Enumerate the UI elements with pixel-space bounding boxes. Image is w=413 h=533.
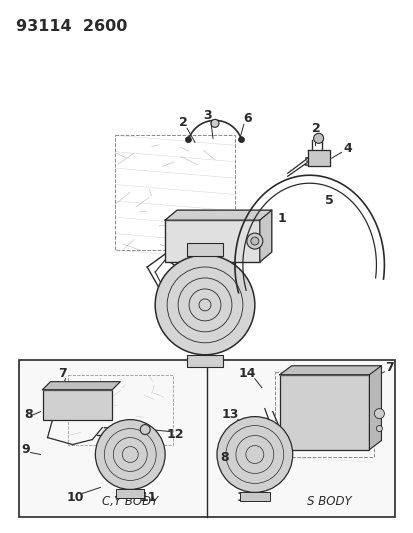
Text: 7: 7 <box>384 361 393 374</box>
Text: S BODY: S BODY <box>306 495 351 508</box>
Text: 8: 8 <box>24 408 33 421</box>
Text: 5: 5 <box>325 193 333 207</box>
Bar <box>43 390 112 419</box>
Circle shape <box>375 425 382 432</box>
Bar <box>116 489 144 498</box>
Bar <box>274 372 373 456</box>
Bar <box>68 375 173 445</box>
Circle shape <box>95 419 165 489</box>
Polygon shape <box>307 150 329 166</box>
Text: 10: 10 <box>66 491 84 504</box>
Text: C,Y BODY: C,Y BODY <box>102 495 158 508</box>
Circle shape <box>250 237 258 245</box>
Text: 12: 12 <box>166 428 183 441</box>
Circle shape <box>246 233 262 249</box>
Text: 2: 2 <box>311 122 320 135</box>
Circle shape <box>155 255 254 355</box>
Polygon shape <box>259 210 271 262</box>
Text: 6: 6 <box>243 112 252 125</box>
Polygon shape <box>368 366 380 449</box>
Text: 11: 11 <box>139 491 157 504</box>
Circle shape <box>238 136 244 143</box>
Text: 14: 14 <box>237 367 255 380</box>
Text: 3: 3 <box>203 109 212 122</box>
Text: 1: 1 <box>277 212 285 224</box>
Circle shape <box>373 409 384 418</box>
Bar <box>165 220 259 262</box>
Polygon shape <box>165 210 271 220</box>
Text: 13: 13 <box>221 408 238 421</box>
Circle shape <box>313 133 323 143</box>
Text: 7: 7 <box>58 367 67 380</box>
Bar <box>187 243 223 256</box>
Text: 93114  2600: 93114 2600 <box>16 19 127 34</box>
Bar <box>115 135 234 250</box>
Bar <box>187 355 223 367</box>
Polygon shape <box>279 366 380 375</box>
Text: 3: 3 <box>303 156 311 169</box>
Text: 9: 9 <box>21 443 30 456</box>
Circle shape <box>211 119 218 127</box>
Text: 4: 4 <box>342 142 351 155</box>
Bar <box>239 492 269 502</box>
Circle shape <box>140 425 150 434</box>
Circle shape <box>216 417 292 492</box>
Text: 11: 11 <box>235 491 253 504</box>
Circle shape <box>185 136 191 143</box>
Polygon shape <box>43 382 120 390</box>
Bar <box>279 375 368 449</box>
Text: 8: 8 <box>220 451 229 464</box>
Bar <box>19 360 394 518</box>
Text: 2: 2 <box>178 116 187 129</box>
